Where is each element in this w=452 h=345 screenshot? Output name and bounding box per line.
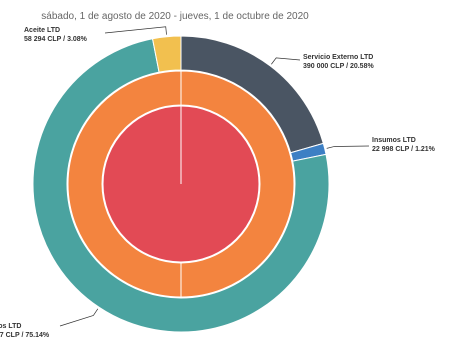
label-connector bbox=[104, 26, 167, 35]
label-connector bbox=[326, 145, 370, 149]
slice-label-value: 58 294 CLP / 3.08% bbox=[24, 36, 88, 43]
slice-label-name: Servicio Externo LTD bbox=[303, 54, 373, 61]
slice-label-value: 22 998 CLP / 1.21% bbox=[372, 146, 436, 153]
slice-label-name: stos LTD bbox=[0, 323, 21, 330]
slice-label-name: Insumos LTD bbox=[372, 137, 416, 144]
slice-label-value: 390 000 CLP / 20.58% bbox=[303, 63, 374, 70]
label-connector bbox=[271, 57, 301, 65]
chart-labels: Servicio Externo LTD 390 000 CLP / 20.58%… bbox=[0, 26, 436, 339]
chart-rings bbox=[32, 35, 330, 333]
outer-slice-aceite-ltd[interactable] bbox=[151, 35, 182, 73]
chart-subtitle: sábado, 1 de agosto de 2020 - jueves, 1 … bbox=[41, 11, 309, 22]
slice-label-name: Aceite LTD bbox=[24, 27, 60, 34]
middle-ring-slice[interactable] bbox=[180, 70, 295, 298]
middle-ring-slice[interactable] bbox=[67, 70, 182, 298]
label-connector bbox=[59, 308, 99, 327]
slice-label-value: 167 CLP / 75.14% bbox=[0, 332, 50, 339]
outer-slice-stos-ltd[interactable] bbox=[32, 38, 330, 333]
